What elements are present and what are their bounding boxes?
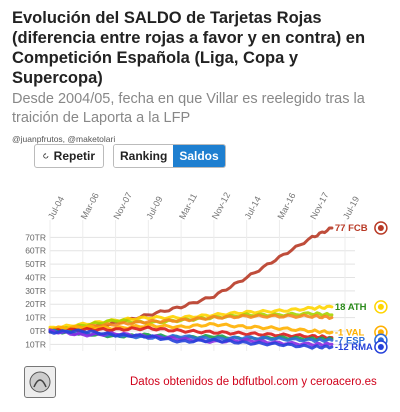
tab-ranking[interactable]: Ranking bbox=[114, 145, 174, 167]
end-label-val: -1 VAL bbox=[335, 327, 365, 338]
chart-header: Evolución del SALDO de Tarjetas Rojas (d… bbox=[12, 8, 392, 144]
y-tick-label: 50TR bbox=[25, 259, 46, 269]
team-crest-icon-inner bbox=[377, 343, 384, 350]
end-label-rma: -12 RMA bbox=[335, 342, 373, 353]
series-line bbox=[48, 325, 334, 340]
page-title: Evolución del SALDO de Tarjetas Rojas (d… bbox=[12, 9, 366, 87]
x-tick-label: Mar-11 bbox=[177, 192, 199, 221]
series-line-rma bbox=[48, 328, 334, 350]
y-tick-label: 10TR bbox=[25, 313, 46, 323]
y-tick-label: 40TR bbox=[25, 272, 46, 282]
replay-icon bbox=[43, 153, 49, 159]
end-labels: 77 FCB 18 ATH -1 VAL-7 ESP-12 RMA bbox=[335, 221, 388, 354]
y-tick-label: 0TR bbox=[30, 326, 46, 336]
y-tick-label: 60TR bbox=[25, 246, 46, 256]
tab-saldos[interactable]: Saldos bbox=[173, 145, 225, 167]
page-subtitle: Desde 2004/05, fecha en que Villar es re… bbox=[12, 91, 365, 126]
x-tick-label: Nov-17 bbox=[308, 191, 330, 221]
y-tick-label: 20TR bbox=[25, 299, 46, 309]
x-tick-label: Mar-06 bbox=[79, 191, 101, 221]
y-tick-label: 70TR bbox=[25, 232, 46, 242]
x-axis: Jul-04 Mar-06 Nov-07 Jul-09 Mar-11 Nov-12 Jul-… bbox=[46, 191, 361, 221]
x-tick-label: Jul-04 bbox=[46, 195, 66, 221]
y-tick-label: 30TR bbox=[25, 286, 46, 296]
author-handles: @juanpfrutos, @maketolari bbox=[12, 134, 116, 144]
x-tick-label: Jul-19 bbox=[341, 195, 361, 221]
view-toggle: Ranking Saldos bbox=[113, 144, 226, 168]
x-tick-label: Nov-07 bbox=[111, 191, 133, 221]
series-lines bbox=[48, 226, 334, 350]
team-crest-icon-inner bbox=[377, 225, 384, 232]
repeat-label: Repetir bbox=[53, 149, 95, 163]
team-crest-icon-inner bbox=[377, 303, 384, 310]
x-tick-label: Jul-09 bbox=[144, 195, 164, 221]
repeat-button[interactable]: Repetir bbox=[34, 144, 104, 168]
line-chart: Jul-04 Mar-06 Nov-07 Jul-09 Mar-11 Nov-12 Jul-… bbox=[25, 191, 388, 354]
end-label-fcb: 77 FCB bbox=[335, 223, 368, 234]
x-tick-label: Nov-12 bbox=[210, 191, 232, 221]
source-note: Datos obtenidos de bdfutbol.com y ceroac… bbox=[130, 376, 377, 388]
y-axis: 10TR 0TR 10TR 20TR 30TR 40TR 50TR 60TR 70TR bbox=[25, 232, 46, 349]
x-tick-label: Mar-16 bbox=[275, 191, 297, 221]
source-logo bbox=[24, 366, 56, 398]
end-label-ath: 18 ATH bbox=[335, 302, 367, 313]
x-tick-label: Jul-14 bbox=[243, 195, 263, 221]
y-tick-label: 10TR bbox=[25, 339, 46, 349]
end-label-esp: -7 ESP bbox=[335, 335, 366, 346]
